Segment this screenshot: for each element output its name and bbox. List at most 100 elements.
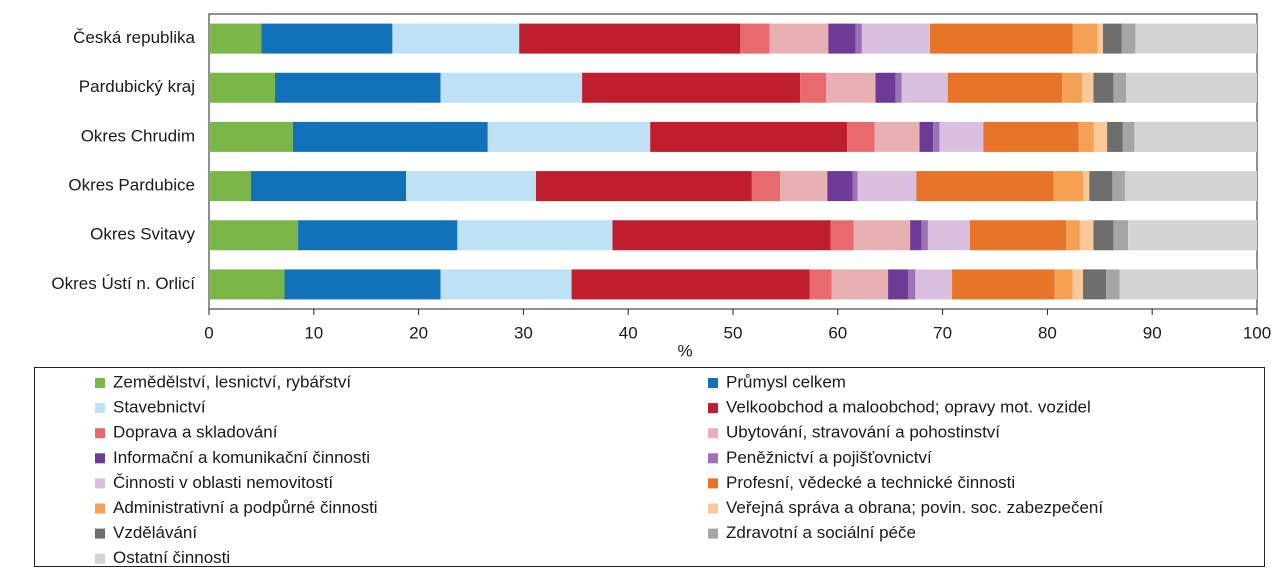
bar-segment xyxy=(284,269,441,300)
x-tick-label: 20 xyxy=(409,323,428,342)
x-axis-label: % xyxy=(677,341,692,360)
bar-segment xyxy=(1128,220,1257,251)
bar-segment xyxy=(921,220,928,251)
bar-segment xyxy=(1135,23,1257,54)
bar-segment xyxy=(847,121,875,152)
bar-segment xyxy=(209,220,299,251)
bar-segment xyxy=(901,72,948,103)
legend-label: Peněžnictví a pojišťovnictví xyxy=(726,448,932,467)
bar-segment xyxy=(1119,269,1257,300)
legend-marker xyxy=(708,528,718,539)
x-tick-label: 70 xyxy=(933,323,952,342)
bar-segment xyxy=(910,220,922,251)
legend-label: Stavebnictví xyxy=(113,398,206,417)
legend-label: Průmysl celkem xyxy=(726,372,846,391)
bar-segment xyxy=(875,72,896,103)
bar-segment xyxy=(769,23,829,54)
bar-segment xyxy=(930,23,1073,54)
bar-segment xyxy=(406,171,536,202)
bar-segment xyxy=(952,269,1055,300)
legend-marker xyxy=(708,378,718,388)
bar-segment xyxy=(916,171,1054,202)
bar-segment xyxy=(1053,171,1084,202)
legend-marker xyxy=(708,403,718,414)
x-tick-label: 90 xyxy=(1143,323,1162,342)
bar-segment xyxy=(457,220,613,251)
bar-segment xyxy=(571,269,810,300)
legend-label: Činnosti v oblasti nemovitostí xyxy=(113,473,333,492)
bar-segment xyxy=(1113,220,1129,251)
bar-segment xyxy=(1062,72,1082,103)
legend-label: Zdravotní a sociální péče xyxy=(726,523,916,542)
bar-segment xyxy=(209,121,293,152)
bar-segment xyxy=(1083,269,1107,300)
legend-label: Zemědělství, lesnictví, rybářství xyxy=(113,372,351,391)
y-tick-label: Okres Svitavy xyxy=(90,225,195,244)
bar-segment xyxy=(1093,121,1108,152)
bar-segment xyxy=(440,72,583,103)
x-tick-label: 10 xyxy=(304,323,323,342)
legend-label: Ostatní činnosti xyxy=(113,548,230,567)
legend-label: Veřejná správa a obrana; povin. soc. zab… xyxy=(726,498,1103,517)
bar-segment xyxy=(292,121,488,152)
bar-segment xyxy=(1122,121,1135,152)
bar-segment xyxy=(1121,23,1136,54)
legend-label: Doprava a skladování xyxy=(113,423,278,442)
bar-segment xyxy=(1107,121,1123,152)
bar-segment xyxy=(800,72,827,103)
bar-segment xyxy=(740,23,770,54)
bar-segment xyxy=(827,171,853,202)
bar-segment xyxy=(209,23,262,54)
legend-marker xyxy=(95,503,105,514)
plot-frame xyxy=(208,13,1258,310)
bar-segment xyxy=(1079,220,1094,251)
bar-segment xyxy=(209,269,285,300)
bar-segment xyxy=(1054,269,1073,300)
bar-segment xyxy=(861,23,931,54)
legend-marker xyxy=(95,378,105,388)
x-tick-label: 60 xyxy=(828,323,847,342)
bar-segment xyxy=(853,220,911,251)
legend-marker xyxy=(95,478,105,489)
bar-segment xyxy=(874,121,920,152)
legend-marker xyxy=(95,453,105,464)
legend-label: Profesní, vědecké a technické činnosti xyxy=(726,473,1015,492)
bar-segment xyxy=(831,269,889,300)
bar-segment xyxy=(933,121,940,152)
bar-segment xyxy=(650,121,848,152)
legend-marker xyxy=(95,553,105,564)
bar-segment xyxy=(857,171,917,202)
bar-segment xyxy=(1093,72,1114,103)
y-tick-label: Pardubický kraj xyxy=(79,77,195,96)
legend-box xyxy=(34,367,1265,567)
legend-marker xyxy=(708,428,718,439)
bar-segment xyxy=(927,220,970,251)
y-tick-label: Česká republika xyxy=(73,28,195,47)
bar-segment xyxy=(1102,23,1122,54)
x-tick-label: 0 xyxy=(204,323,213,342)
x-tick-label: 30 xyxy=(514,323,533,342)
bar-segment xyxy=(440,269,572,300)
bar-segment xyxy=(1126,72,1257,103)
bar-segment xyxy=(919,121,934,152)
legend-marker xyxy=(95,528,105,539)
legend-label: Ubytování, stravování a pohostinství xyxy=(726,423,1000,442)
bar-segment xyxy=(1072,269,1084,300)
legend-label: Administrativní a podpůrné činnosti xyxy=(113,498,378,517)
legend-label: Vzdělávání xyxy=(113,523,197,542)
legend-label: Informační a komunikační činnosti xyxy=(113,448,370,467)
bar-segment xyxy=(855,23,862,54)
x-tick-label: 50 xyxy=(724,323,743,342)
bar-segment xyxy=(1124,171,1257,202)
bar-segment xyxy=(895,72,902,103)
bar-segment xyxy=(809,269,832,300)
bar-segment xyxy=(487,121,651,152)
bar-segment xyxy=(298,220,458,251)
bar-segment xyxy=(947,72,1063,103)
bar-segment xyxy=(1072,23,1098,54)
bar-segment xyxy=(908,269,916,300)
y-tick-label: Okres Chrudim xyxy=(81,126,195,145)
bar-segment xyxy=(826,72,876,103)
x-tick-label: 40 xyxy=(619,323,638,342)
